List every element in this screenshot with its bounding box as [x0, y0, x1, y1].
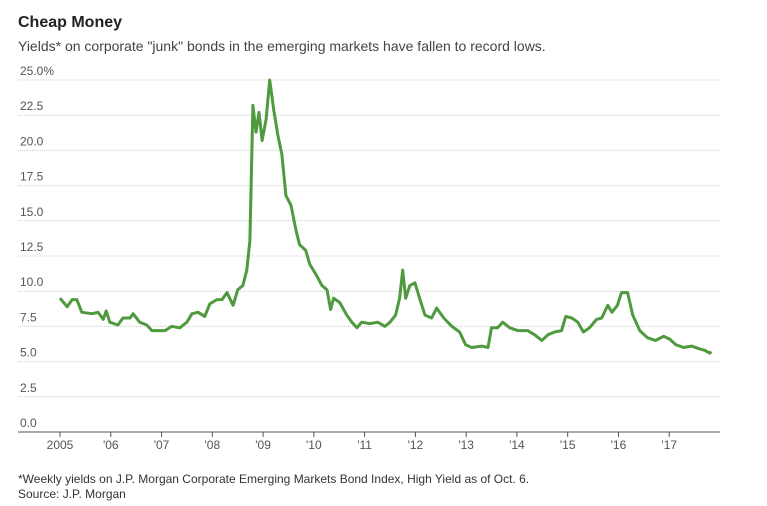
y-tick-label: 20.0	[20, 134, 44, 148]
x-tick-label: '07	[154, 438, 170, 452]
y-tick-label: 15.0	[20, 205, 44, 219]
y-tick-label: 25.0%	[20, 64, 54, 78]
x-tick-label: '17	[661, 438, 677, 452]
x-tick-label: '13	[458, 438, 474, 452]
y-tick-label: 5.0	[20, 346, 37, 360]
chart-subtitle: Yields* on corporate "junk" bonds in the…	[18, 38, 546, 54]
x-tick-label: '06	[103, 438, 119, 452]
x-tick-label: '11	[357, 438, 372, 452]
x-tick-label: '08	[204, 438, 220, 452]
y-tick-label: 22.5	[20, 99, 44, 113]
x-tick-label: '16	[611, 438, 627, 452]
y-tick-label: 7.5	[20, 310, 37, 324]
x-tick-label: '15	[560, 438, 576, 452]
x-tick-label: '10	[306, 438, 322, 452]
footnote: *Weekly yields on J.P. Morgan Corporate …	[18, 472, 529, 486]
line	[58, 78, 713, 355]
x-tick-label: '14	[509, 438, 525, 452]
y-tick-label: 2.5	[20, 381, 37, 395]
y-tick-label: 10.0	[20, 275, 44, 289]
y-tick-label: 0.0	[20, 416, 37, 430]
y-tick-label: 12.5	[20, 240, 44, 254]
chart-title: Cheap Money	[18, 14, 122, 31]
x-tick-label: '09	[255, 438, 271, 452]
x-tick-label: 2005	[47, 438, 74, 452]
x-tick-label: '12	[408, 438, 424, 452]
source: Source: J.P. Morgan	[18, 487, 126, 501]
y-tick-label: 17.5	[20, 170, 44, 184]
